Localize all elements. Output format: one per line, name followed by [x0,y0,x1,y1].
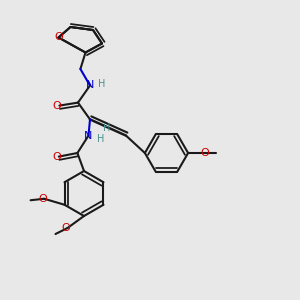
Text: O: O [38,194,47,204]
Text: O: O [52,152,61,162]
Text: O: O [61,223,70,233]
Text: H: H [103,123,110,134]
Text: N: N [84,130,93,141]
Text: H: H [97,134,104,145]
Text: O: O [52,100,62,111]
Text: O: O [200,148,209,158]
Text: O: O [54,32,63,43]
Text: H: H [98,79,105,89]
Text: N: N [86,80,94,91]
